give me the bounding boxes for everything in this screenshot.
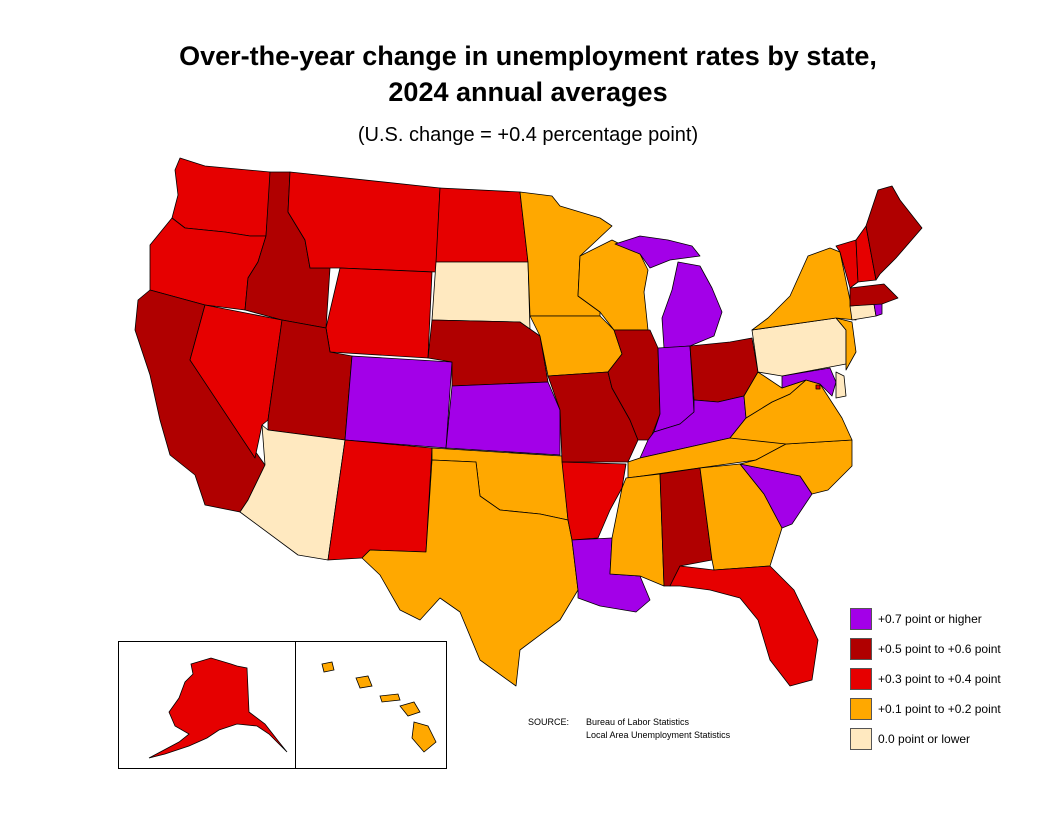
legend-label: +0.7 point or higher xyxy=(878,612,982,626)
state-kansas xyxy=(445,381,561,456)
source-label: SOURCE: xyxy=(528,717,570,727)
alaska-map xyxy=(148,657,288,759)
state-hawaii xyxy=(321,661,437,753)
state-new-york xyxy=(751,247,857,331)
alaska-inset xyxy=(118,641,296,769)
hawaii-molokai xyxy=(379,693,401,703)
state-vermont xyxy=(835,239,859,289)
state-wyoming xyxy=(325,267,433,359)
legend-item: +0.3 point to +0.4 point xyxy=(850,664,1001,694)
state-alaska xyxy=(148,657,288,759)
source-line-1: Bureau of Labor Statistics xyxy=(586,717,690,727)
source-line-2: Local Area Unemployment Statistics xyxy=(586,730,731,740)
legend-swatch xyxy=(850,728,872,750)
legend-item: +0.5 point to +0.6 point xyxy=(850,634,1001,664)
source-note: SOURCE: Bureau of Labor Statistics Local … xyxy=(528,716,730,742)
state-montana xyxy=(287,171,441,273)
legend-label: +0.5 point to +0.6 point xyxy=(878,642,1001,656)
legend-item: +0.7 point or higher xyxy=(850,604,1001,634)
map-legend: +0.7 point or higher +0.5 point to +0.6 … xyxy=(850,604,1001,754)
state-texas xyxy=(361,459,579,687)
map-title: Over-the-year change in unemployment rat… xyxy=(0,38,1056,110)
hawaii-map xyxy=(321,661,437,753)
legend-item: 0.0 point or lower xyxy=(850,724,1001,754)
state-illinois xyxy=(607,329,661,441)
legend-item: +0.1 point to +0.2 point xyxy=(850,694,1001,724)
legend-label: +0.3 point to +0.4 point xyxy=(878,672,1001,686)
state-south-dakota xyxy=(431,261,531,331)
title-line-1: Over-the-year change in unemployment rat… xyxy=(179,41,877,71)
state-michigan-lower xyxy=(661,261,723,349)
state-maine xyxy=(865,185,923,281)
state-maryland xyxy=(781,367,837,397)
state-connecticut xyxy=(849,303,877,321)
state-new-jersey xyxy=(835,317,857,371)
hawaii-maui xyxy=(399,701,421,717)
legend-label: 0.0 point or lower xyxy=(878,732,971,746)
hawaii-oahu xyxy=(355,675,373,689)
map-subtitle: (U.S. change = +0.4 percentage point) xyxy=(357,124,699,146)
legend-label: +0.1 point to +0.2 point xyxy=(878,702,1001,716)
legend-swatch xyxy=(850,638,872,660)
hawaii-big-island xyxy=(411,721,437,753)
state-new-mexico xyxy=(327,439,433,561)
state-michigan xyxy=(614,235,701,269)
state-washington xyxy=(171,157,271,237)
hawaii-kauai xyxy=(321,661,335,673)
legend-swatch xyxy=(850,668,872,690)
state-colorado xyxy=(344,355,453,449)
state-massachusetts xyxy=(849,283,899,307)
legend-swatch xyxy=(850,698,872,720)
state-district-of-columbia xyxy=(815,384,821,390)
state-florida xyxy=(669,565,819,687)
hawaii-inset xyxy=(295,641,447,769)
state-north-dakota xyxy=(435,187,529,263)
state-delaware xyxy=(835,371,847,399)
legend-swatch xyxy=(850,608,872,630)
state-arkansas xyxy=(561,461,627,541)
title-line-2: 2024 annual averages xyxy=(388,77,668,107)
